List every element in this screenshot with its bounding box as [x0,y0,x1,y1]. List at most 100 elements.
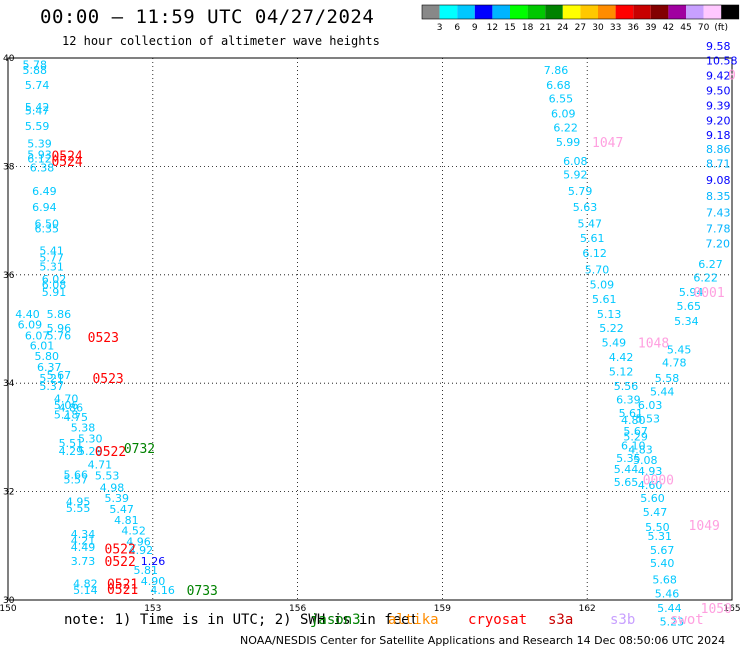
satellite-legend: jason3 altika cryosat s3a s3b swot [0,612,740,632]
wave-height-point: 5.94 [679,286,704,299]
wave-height-point: 8.35 [706,190,731,203]
wave-height-point: 4.93 [638,465,663,478]
pass-time-label: 0524 [51,150,82,165]
footer-credit: NOAA/NESDIS Center for Satellite Applica… [240,634,726,647]
pass-time-label: 0523 [88,331,119,346]
pass-time-label: 0522 [95,445,126,460]
satellite-name-s3b: s3b [610,612,636,628]
colorbar-swatch [615,5,634,19]
colorbar-label: 70 [698,23,710,33]
wave-height-point: 9.42 [706,69,731,82]
pass-time-label: 0733 [187,584,218,599]
axis-tick-labels: 150 153 156 159 162 165 30 32 34 36 38 40 [0,54,740,614]
wave-height-point: 4.40 [15,308,39,321]
colorbar-swatch [492,5,510,19]
wave-height-point: 5.31 [648,530,673,543]
pass-time-label: 1049 [689,519,720,534]
wave-height-point: 5.67 [47,369,72,382]
wave-height-point: 5.18 [54,409,79,422]
wave-height-point: 6.03 [638,399,663,412]
wave-height-point: 5.39 [27,138,52,151]
y-tick-label: 30 [3,596,15,606]
wave-height-point: 6.50 [35,217,60,230]
wave-height-point: 6.09 [551,107,576,120]
wave-height-point: 7.43 [706,206,731,219]
wave-height-point: 10.58 [706,55,738,68]
pass-time-label: 0522 [105,543,136,558]
wave-height-point: 5.08 [633,454,658,467]
wave-height-point: 6.68 [546,79,571,92]
satellite-name-jason3: jason3 [310,612,361,628]
wave-height-point: 4.90 [141,575,166,588]
pass-time-label: 1048 [638,337,669,352]
wave-height-point: 4.71 [88,459,113,472]
colorbar-label: 9 [472,23,478,33]
wave-height-point: 5.67 [650,544,675,557]
wave-height-point: 4.16 [150,584,175,597]
wave-height-point: 5.50 [645,521,670,534]
y-tick-label: 34 [3,379,15,389]
wave-height-point: 4.95 [66,495,91,508]
wave-height-point: 4.29 [59,445,84,458]
wave-height-point: 6.39 [616,393,641,406]
wave-height-point: 5.41 [39,244,64,257]
wave-height-point: 5.76 [47,330,72,343]
wave-height-point: 4.34 [71,528,96,541]
wave-height-point: 5.68 [652,573,677,586]
pass-time-label: 1047 [592,136,623,151]
colorbar-swatch [633,5,651,19]
wave-height-point: 5.93 [27,148,52,161]
wave-height-point: 5.57 [64,474,89,487]
pass-time-label: 0001 [693,286,724,301]
colorbar-swatch [686,5,704,19]
wave-height-point: 9.39 [706,100,731,113]
wave-height-point: 6.01 [30,339,55,352]
colorbar-label: 36 [627,23,639,33]
wave-height-point: 5.92 [563,169,588,182]
wave-height-point: 5.61 [619,407,644,420]
wave-height-point: 4.98 [100,481,125,494]
colorbar-swatch [422,5,440,19]
wave-height-point: 5.63 [573,201,598,214]
colorbar-border [421,4,740,20]
wave-height-point: 5.47 [578,217,603,230]
wave-height-point: 5.61 [592,293,617,306]
colorbar-swatch [474,5,493,19]
wave-height-point: 6.27 [698,258,723,271]
wave-height-point: 5.06 [54,399,79,412]
pass-time-label: 0000 [643,474,674,489]
wave-height-point: 4.42 [609,351,634,364]
wave-height-point: 6.55 [549,93,574,106]
wave-height-point: 5.09 [590,279,615,292]
colorbar-label: 6 [454,23,460,33]
colorbar-label: 33 [610,23,621,33]
wave-height-point: 5.59 [25,120,50,133]
wave-height-point: 5.39 [105,492,129,505]
wave-height-point: 5.29 [78,445,103,458]
x-tick-label: 153 [144,604,161,614]
wave-height-point: 5.53 [635,412,660,425]
wave-height-point: 4.78 [662,357,687,370]
wave-height-point: 5.78 [22,59,47,72]
colorbar-swatch [598,5,616,19]
wave-height-point: 5.38 [71,422,96,435]
colorbar-label: 3 [437,23,443,33]
wave-height-point: 4.92 [129,544,154,557]
wave-height-point: 5.60 [640,492,665,505]
wave-height-point: 5.70 [585,263,610,276]
pass-time-label: 0 [728,68,736,83]
x-tick-label: 162 [579,604,596,614]
wave-height-point: 5.86 [47,308,72,321]
colorbar-swatch [457,5,475,19]
wave-height-point: 5.79 [568,185,593,198]
wave-height-point: 5.47 [643,506,668,519]
wave-height-point: 6.49 [32,185,57,198]
wave-height-point: 6.37 [37,361,62,374]
colorbar-swatch [527,5,546,19]
y-tick-label: 40 [3,54,15,64]
wave-height-point: 4.80 [621,414,646,427]
wave-height-point: 5.23 [660,616,685,629]
wave-height-point: 9.08 [706,174,731,187]
wave-height-point: 5.44 [614,463,639,476]
